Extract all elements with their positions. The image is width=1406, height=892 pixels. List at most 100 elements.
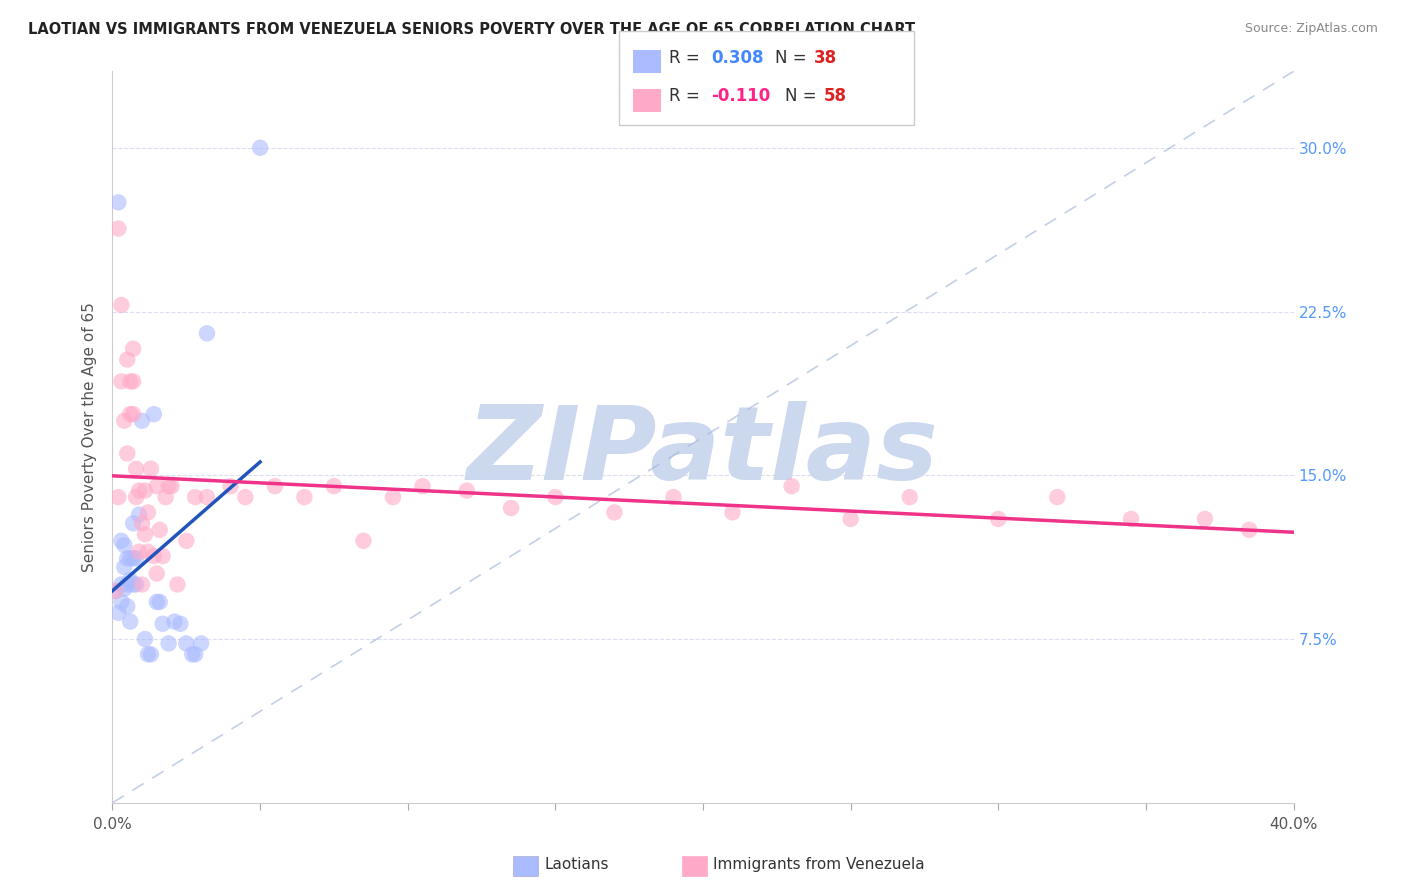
Point: [104, 584, 127, 599]
Point: [128, 508, 150, 522]
Point: [249, 141, 271, 155]
Point: [122, 407, 145, 421]
Point: [146, 566, 169, 581]
Point: [181, 648, 204, 662]
Point: [184, 648, 207, 662]
Point: [174, 533, 197, 548]
Point: [120, 551, 142, 566]
Point: [142, 549, 165, 563]
Point: [131, 414, 153, 428]
Text: R =: R =: [669, 87, 706, 105]
Point: [112, 538, 135, 552]
Point: [174, 636, 197, 650]
Text: 0.308: 0.308: [711, 49, 763, 67]
Point: [898, 490, 921, 504]
Point: [190, 636, 212, 650]
Point: [128, 545, 150, 559]
Point: [323, 479, 346, 493]
Point: [122, 342, 145, 356]
Text: 58: 58: [824, 87, 846, 105]
Point: [136, 648, 159, 662]
Point: [125, 461, 148, 475]
Text: Laotians: Laotians: [544, 857, 609, 871]
Point: [152, 549, 174, 563]
Point: [382, 490, 405, 504]
Point: [134, 483, 156, 498]
Point: [117, 599, 138, 614]
Point: [110, 298, 132, 312]
Point: [163, 615, 186, 629]
Point: [146, 479, 169, 493]
Point: [131, 577, 153, 591]
Point: [122, 577, 145, 591]
Point: [120, 407, 142, 421]
Point: [110, 533, 132, 548]
Point: [987, 512, 1010, 526]
Point: [117, 551, 138, 566]
Point: [152, 616, 174, 631]
Point: [110, 375, 132, 389]
Text: R =: R =: [669, 49, 706, 67]
Text: Source: ZipAtlas.com: Source: ZipAtlas.com: [1244, 22, 1378, 36]
Point: [1194, 512, 1216, 526]
Point: [125, 577, 148, 591]
Point: [128, 483, 150, 498]
Point: [149, 523, 172, 537]
Point: [136, 545, 159, 559]
Point: [107, 490, 129, 504]
Point: [117, 577, 138, 591]
Point: [264, 479, 287, 493]
Point: [501, 501, 523, 516]
Point: [134, 632, 156, 646]
Point: [122, 516, 145, 531]
Text: Immigrants from Venezuela: Immigrants from Venezuela: [713, 857, 925, 871]
Point: [107, 195, 129, 210]
Point: [110, 595, 132, 609]
Point: [1119, 512, 1142, 526]
Point: [544, 490, 567, 504]
Point: [456, 483, 478, 498]
Point: [160, 479, 183, 493]
Point: [139, 461, 162, 475]
Text: N =: N =: [785, 87, 821, 105]
Point: [195, 326, 218, 341]
Point: [233, 490, 256, 504]
Point: [662, 490, 685, 504]
Point: [149, 595, 172, 609]
Point: [352, 533, 374, 548]
Point: [195, 490, 218, 504]
Point: [120, 375, 142, 389]
Point: [155, 490, 177, 504]
Point: [780, 479, 803, 493]
Point: [112, 414, 135, 428]
Point: [107, 221, 129, 235]
Point: [117, 352, 138, 367]
Point: [117, 446, 138, 460]
Y-axis label: Seniors Poverty Over the Age of 65: Seniors Poverty Over the Age of 65: [82, 302, 97, 572]
Text: LAOTIAN VS IMMIGRANTS FROM VENEZUELA SENIORS POVERTY OVER THE AGE OF 65 CORRELAT: LAOTIAN VS IMMIGRANTS FROM VENEZUELA SEN…: [28, 22, 915, 37]
Point: [184, 490, 207, 504]
Point: [131, 516, 153, 531]
Point: [107, 606, 129, 620]
Point: [1046, 490, 1069, 504]
Point: [110, 577, 132, 591]
Point: [125, 490, 148, 504]
Text: 38: 38: [814, 49, 837, 67]
Text: ZIPatlas: ZIPatlas: [467, 401, 939, 502]
Point: [157, 636, 180, 650]
Point: [219, 479, 242, 493]
Point: [120, 573, 142, 587]
Point: [122, 551, 145, 566]
Point: [146, 595, 169, 609]
Point: [411, 479, 433, 493]
Point: [721, 505, 744, 519]
Point: [125, 551, 148, 566]
Point: [142, 407, 165, 421]
Point: [112, 560, 135, 574]
Point: [169, 616, 191, 631]
Text: N =: N =: [775, 49, 811, 67]
Point: [139, 648, 162, 662]
Point: [157, 479, 180, 493]
Point: [603, 505, 626, 519]
Point: [166, 577, 188, 591]
